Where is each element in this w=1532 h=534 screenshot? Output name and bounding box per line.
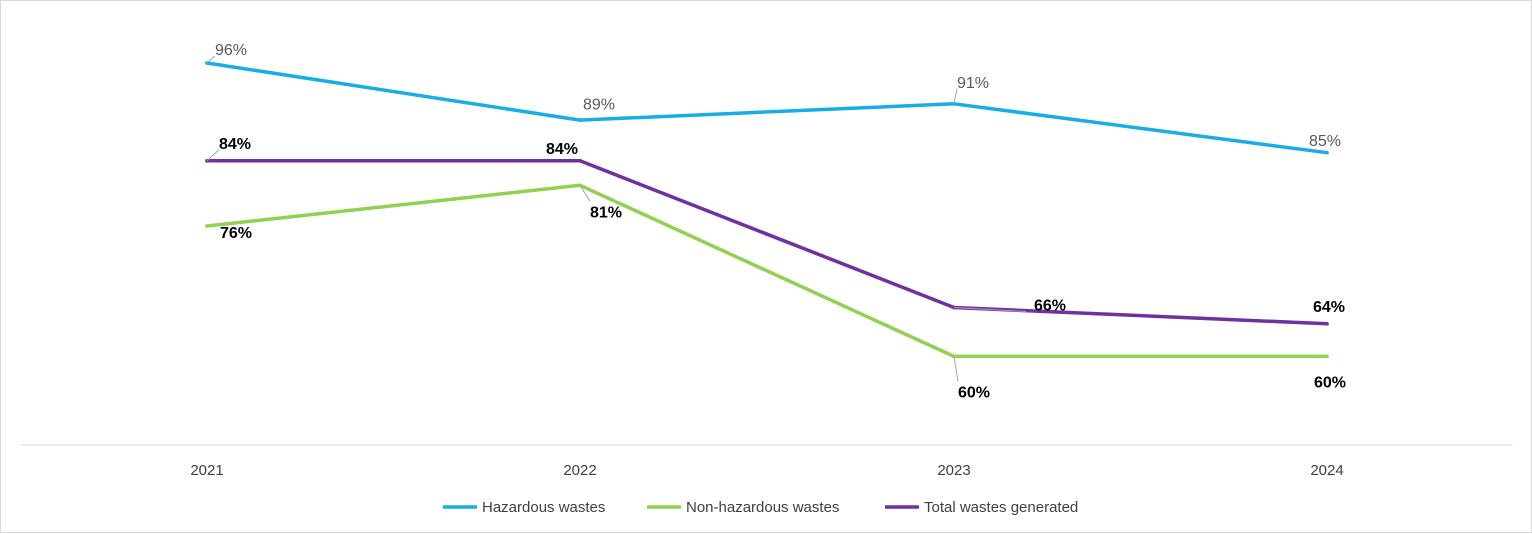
data-label-non-hazardous-2024: 60% (1314, 375, 1346, 392)
data-label-total-2022: 84% (546, 141, 578, 158)
series-lines (205, 61, 1329, 359)
data-label-hazardous-2021: 96% (215, 42, 247, 59)
leader-line-total-2023 (953, 307, 1027, 312)
leader-line-hazardous-2021 (206, 55, 216, 64)
data-point-hazardous-2024 (1325, 150, 1329, 155)
data-point-hazardous-2022 (578, 118, 582, 122)
data-label-total-2024: 64% (1313, 299, 1345, 316)
data-label-non-hazardous-2022: 81% (590, 204, 622, 221)
data-label-total-2023: 66% (1034, 298, 1066, 315)
x-tick-label-2024: 2024 (1310, 462, 1343, 479)
leader-line-non-hazardous-2023 (953, 356, 959, 382)
data-label-non-hazardous-2023: 60% (958, 385, 990, 402)
series-line-hazardous (205, 61, 1329, 155)
data-label-hazardous-2023: 91% (957, 75, 989, 92)
legend-label-hazardous: Hazardous wastes (482, 499, 605, 516)
x-tick-label-2023: 2023 (937, 462, 970, 479)
data-point-non-hazardous-2024 (1325, 354, 1329, 359)
leader-line-total-2021 (206, 149, 220, 162)
legend-label-non-hazardous: Non-hazardous wastes (686, 499, 839, 516)
data-label-leaders (206, 55, 1027, 382)
leader-line-non-hazardous-2022 (579, 184, 591, 202)
x-axis: 2021 2022 2023 2024 (21, 444, 1513, 479)
series-line-total (205, 159, 1329, 326)
data-label-total-2021: 84% (219, 136, 251, 153)
legend-label-total: Total wastes generated (924, 499, 1078, 516)
data-label-hazardous-2022: 89% (583, 96, 615, 113)
data-label-non-hazardous-2021: 76% (220, 225, 252, 242)
data-point-non-hazardous-2021 (205, 224, 209, 228)
x-tick-label-2022: 2022 (563, 462, 596, 479)
data-label-hazardous-2024: 85% (1309, 133, 1341, 150)
series-line-non-hazardous (205, 183, 1329, 359)
data-point-hazardous-2023 (952, 102, 956, 106)
data-point-total-2024 (1325, 322, 1329, 326)
data-labels: 96% 89% 91% 85% 76% 81% 60% 60% 84% 84% 66% 64% (215, 42, 1346, 401)
data-point-total-2022 (578, 159, 582, 163)
x-tick-label-2021: 2021 (190, 462, 223, 479)
leader-line-hazardous-2023 (953, 88, 958, 104)
legend: Hazardous wastes Non-hazardous wastes Tota… (443, 499, 1078, 516)
